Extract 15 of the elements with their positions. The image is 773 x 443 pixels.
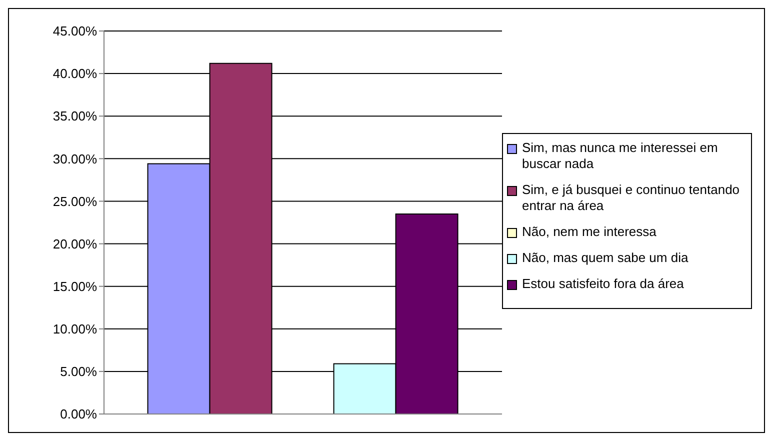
legend-label: Não, nem me interessa: [522, 224, 656, 240]
y-tick-label: 35.00%: [52, 108, 98, 124]
legend-label: Estou satisfeito fora da área: [522, 276, 684, 292]
y-tick-label: 5.00%: [60, 364, 98, 380]
y-tick-label: 10.00%: [52, 322, 98, 337]
y-tick-label: 45.00%: [52, 24, 98, 39]
y-tick-label: 0.00%: [60, 406, 98, 422]
legend-label: Sim, e já busquei e continuo tentando entrar na área: [522, 182, 741, 214]
y-tick-label: 15.00%: [52, 278, 98, 294]
legend-label: Não, mas quem sabe um dia: [522, 250, 688, 266]
y-tick-label: 25.00%: [52, 194, 98, 209]
y-tick-label: 20.00%: [52, 236, 98, 252]
y-tick-label: 40.00%: [52, 66, 98, 82]
y-tick-label: 30.00%: [52, 151, 98, 166]
legend-label: Sim, mas nunca me interessei em buscar nada: [522, 140, 719, 172]
